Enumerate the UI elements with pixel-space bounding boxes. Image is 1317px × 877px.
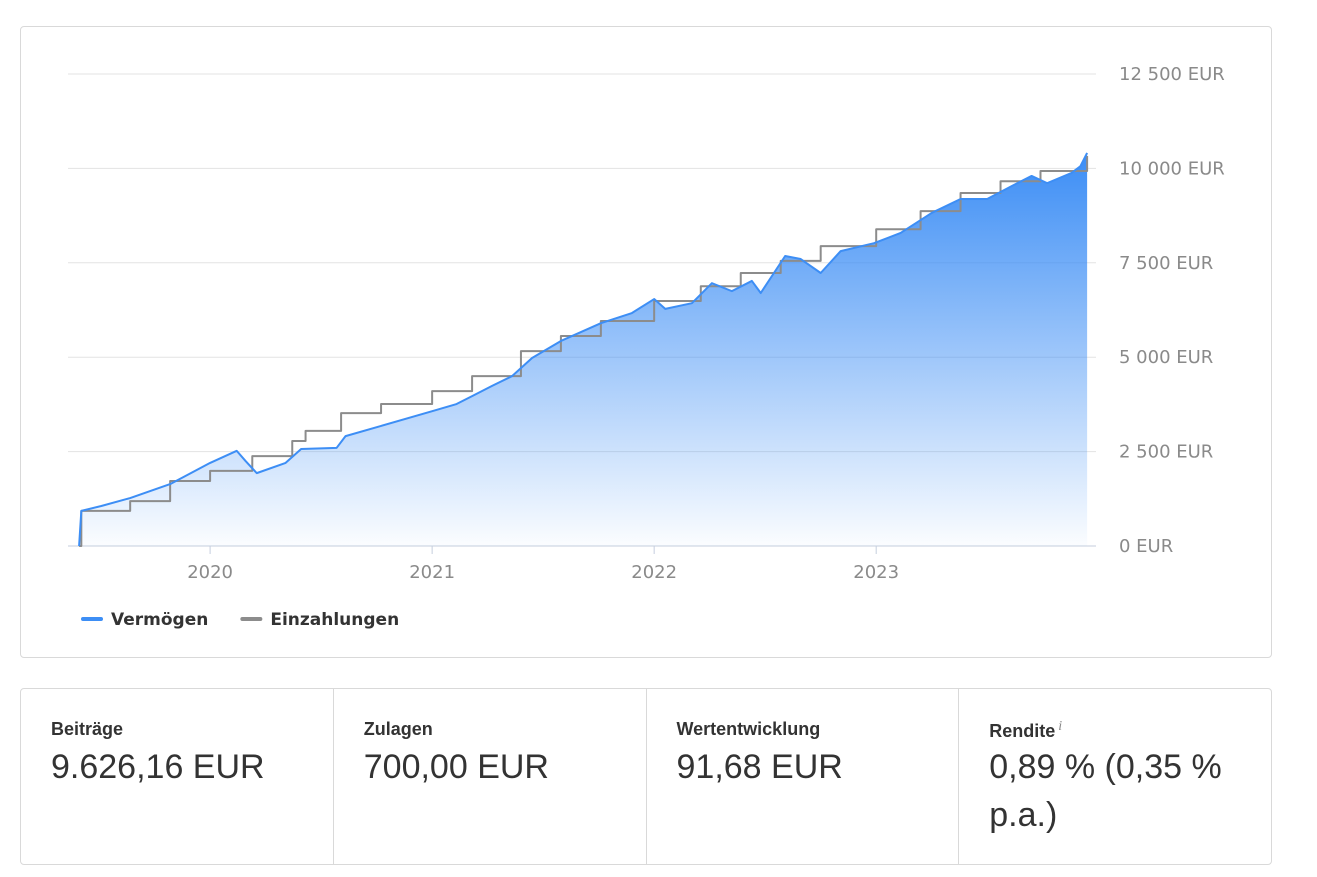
stat-value: 91,68 EUR xyxy=(676,748,843,786)
y-tick-label: 0 EUR xyxy=(1119,536,1173,557)
stat-value: 700,00 EUR xyxy=(363,748,549,786)
info-icon[interactable]: i xyxy=(1058,719,1063,734)
stat: Wertentwicklung 91,68 EUR xyxy=(645,689,959,864)
x-tick-label: 2023 xyxy=(853,562,899,583)
stat: Zulagen 700,00 EUR xyxy=(332,689,646,864)
x-tick-label: 2020 xyxy=(187,562,233,583)
x-tick-label: 2021 xyxy=(409,562,455,583)
stat-label: Beiträge xyxy=(51,719,124,739)
y-tick-label: 2 500 EUR xyxy=(1119,442,1213,463)
y-tick-label: 12 500 EUR xyxy=(1119,64,1225,85)
legend-label: Einzahlungen xyxy=(270,610,399,630)
stat-label-row: Rendite i xyxy=(989,719,1241,741)
stat-label: Wertentwicklung xyxy=(676,719,821,739)
y-tick-label: 10 000 EUR xyxy=(1119,158,1225,179)
stat-value: 0,89 % (0,35 % p.a.) xyxy=(989,748,1222,834)
line xyxy=(79,155,1089,547)
area xyxy=(79,152,1088,546)
chart: 0 EUR 2 500 EUR 5 000 EUR 7 500 EUR 10 000 E… xyxy=(68,64,1225,630)
stat-value: 9.626,16 EUR xyxy=(51,748,265,786)
legend-label: Vermögen xyxy=(111,610,208,630)
stats-card: Beiträge 9.626,16 EUR Zulagen 700,00 EUR… xyxy=(20,688,1272,865)
y-tick-label: 7 500 EUR xyxy=(1119,253,1213,274)
x-tick-label: 2022 xyxy=(631,562,677,583)
stat-label: Zulagen xyxy=(363,719,433,739)
stat: Rendite i 0,89 % (0,35 % p.a.) xyxy=(958,689,1271,864)
y-tick-label: 5 000 EUR xyxy=(1119,347,1213,368)
line xyxy=(78,152,1089,547)
chart-card: 0 EUR 2 500 EUR 5 000 EUR 7 500 EUR 10 000 E… xyxy=(20,26,1272,658)
stat-label: Rendite xyxy=(989,721,1056,741)
stat: Beiträge 9.626,16 EUR xyxy=(21,689,333,864)
